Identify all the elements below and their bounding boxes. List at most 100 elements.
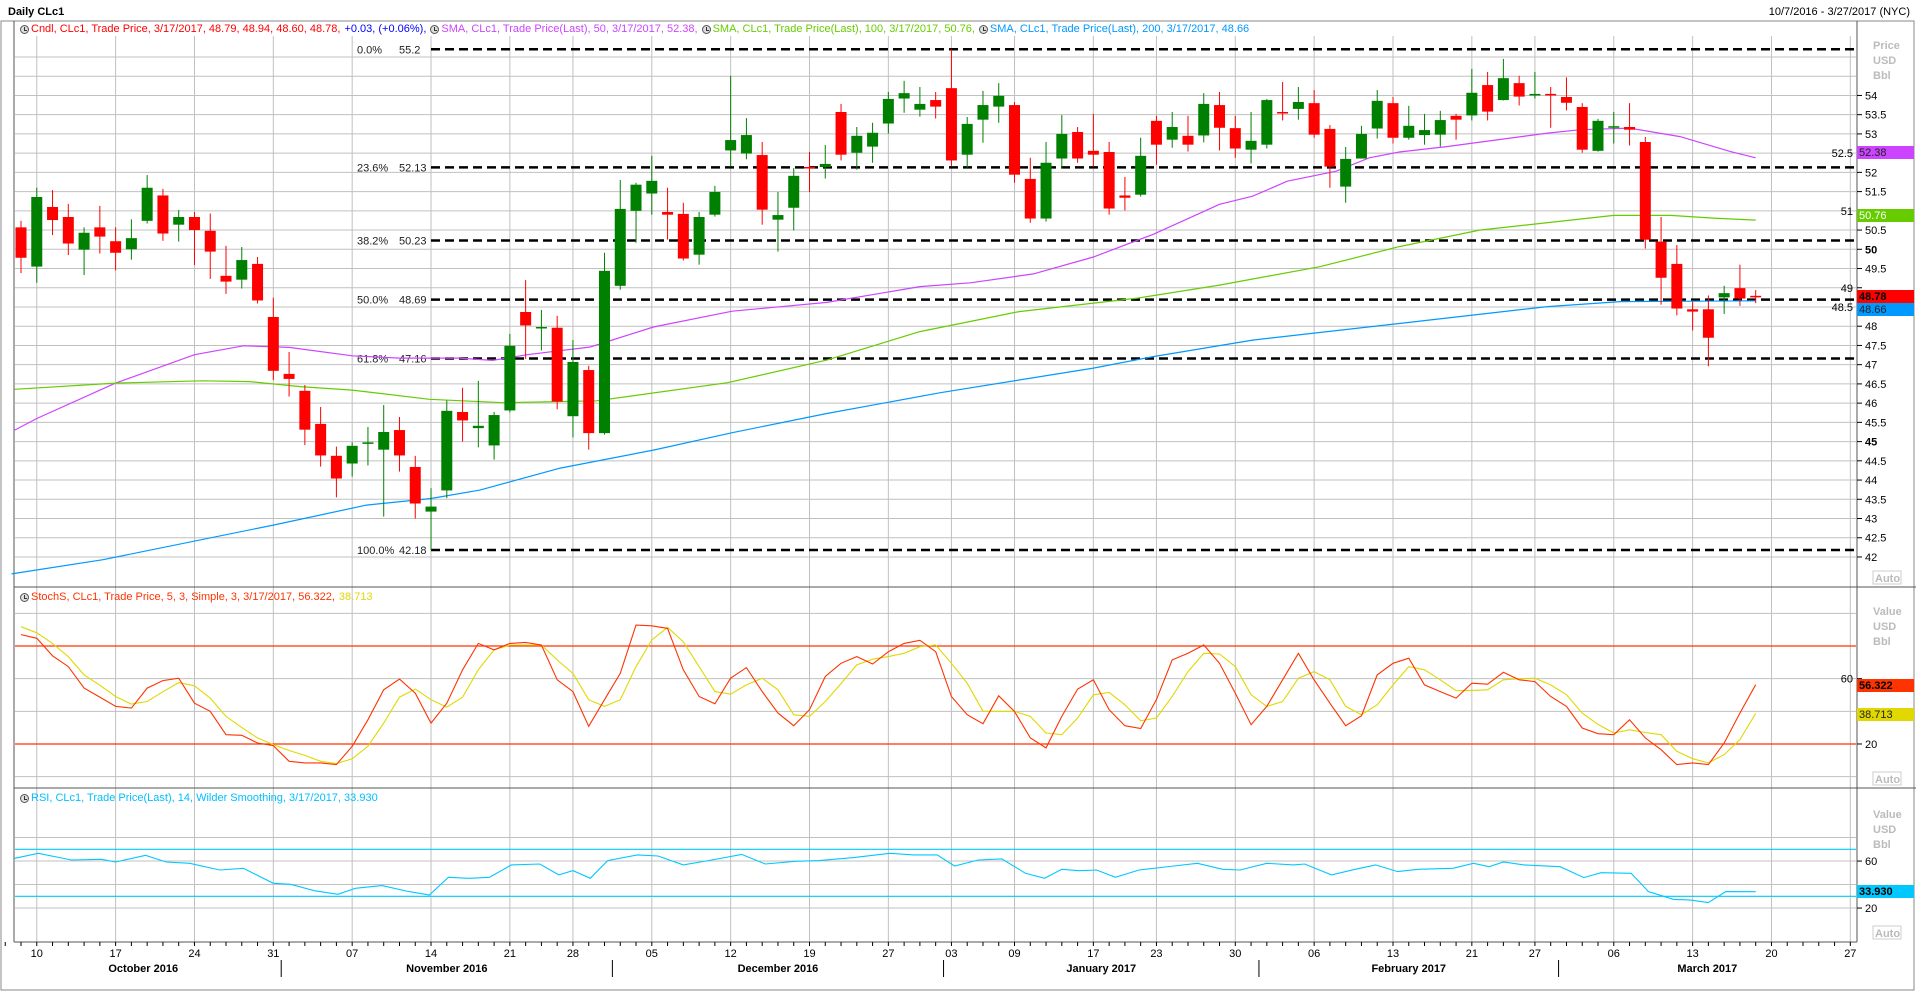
- candle: [1355, 125, 1367, 159]
- candle: [315, 406, 327, 467]
- candle: [504, 333, 516, 413]
- clock-icon[interactable]: [20, 593, 29, 602]
- clock-icon[interactable]: [430, 25, 440, 34]
- candle: [472, 380, 484, 448]
- candle-body: [504, 345, 516, 411]
- fib-percent-label: 61.8%: [357, 354, 388, 366]
- stoch-d-line: [20, 626, 1757, 765]
- rsi-axis-header: Value USD Bbl: [1873, 809, 1902, 851]
- auto-button-frame[interactable]: [1872, 925, 1902, 940]
- candle-body: [772, 215, 784, 220]
- candle-body: [520, 311, 532, 326]
- candle: [677, 202, 689, 261]
- auto-label[interactable]: Auto: [1875, 573, 1900, 585]
- fib-price-label: 52.13: [399, 162, 427, 174]
- candle: [961, 116, 973, 168]
- candle: [567, 340, 579, 438]
- price-tick-label: 43.5: [1865, 494, 1886, 506]
- candle: [1371, 90, 1383, 139]
- candle: [945, 49, 957, 166]
- candle-body: [188, 216, 200, 231]
- auto-button-frame[interactable]: [1872, 771, 1902, 786]
- candle: [1529, 71, 1541, 99]
- candle: [1340, 146, 1352, 203]
- candlesticks: [15, 49, 1762, 551]
- candle: [898, 80, 910, 113]
- candle-body: [788, 175, 800, 208]
- candle-body: [1324, 128, 1336, 167]
- stoch-legend-group: StochS, CLc1, Trade Price, 5, 3, Simple,…: [20, 591, 335, 604]
- x-tick-label: 19: [803, 948, 815, 960]
- candle-body: [1261, 100, 1273, 145]
- candle: [1308, 90, 1320, 138]
- candle-body: [1639, 141, 1651, 240]
- candle: [173, 210, 185, 242]
- rsi-auto-button[interactable]: Auto: [1872, 925, 1902, 940]
- candle: [141, 175, 153, 224]
- candle: [1150, 115, 1162, 165]
- candle: [236, 246, 248, 289]
- stoch-d-legend: 38.713: [338, 591, 373, 603]
- candle: [1119, 176, 1131, 211]
- candle-body: [1135, 155, 1147, 195]
- candle-body: [362, 442, 374, 444]
- axis-unit-currency: USD: [1873, 824, 1896, 836]
- axis-unit-value: Value: [1873, 606, 1902, 618]
- candle-body: [1482, 85, 1494, 112]
- candle-body: [1072, 131, 1084, 159]
- rsi-legend-row: RSI, CLc1, Trade Price(Last), 14, Wilder…: [20, 792, 378, 805]
- x-tick-label: 27: [882, 948, 894, 960]
- stoch-legend-row: StochS, CLc1, Trade Price, 5, 3, Simple,…: [20, 591, 373, 604]
- stoch-d-flag-bg: [1857, 708, 1914, 721]
- candle-body: [31, 196, 43, 267]
- candle: [1009, 101, 1021, 183]
- candle-body: [898, 93, 910, 99]
- candle-body: [662, 211, 674, 215]
- auto-label[interactable]: Auto: [1875, 928, 1900, 940]
- x-tick-label: 27: [1844, 948, 1856, 960]
- axis-unit-bbl: Bbl: [1873, 70, 1891, 82]
- stoch-axis-header: Value USD Bbl: [1873, 606, 1902, 648]
- auto-button-frame[interactable]: [1872, 570, 1902, 585]
- rsi-tick-label: 20: [1865, 903, 1877, 915]
- sma100-legend: SMA, CLc1, Trade Price(Last), 100, 3/17/…: [712, 23, 975, 35]
- clock-icon[interactable]: [20, 25, 29, 34]
- price-axis-header: Price USD Bbl: [1873, 40, 1900, 82]
- candle-body: [1040, 162, 1052, 219]
- candle-body: [1229, 128, 1241, 149]
- price-tick-label: 43: [1865, 514, 1877, 526]
- fib-price-label: 42.18: [399, 545, 427, 557]
- rsi-flag: 33.930: [1859, 886, 1893, 898]
- auto-label[interactable]: Auto: [1875, 774, 1900, 786]
- candle: [1466, 68, 1478, 121]
- clock-icon[interactable]: [20, 794, 29, 803]
- candle: [283, 351, 295, 397]
- candle-body: [1355, 133, 1367, 159]
- candle: [1718, 285, 1730, 314]
- candle-body: [851, 135, 863, 153]
- candle: [393, 416, 405, 472]
- stoch-tick-label: 60: [1841, 674, 1853, 686]
- candle-body: [1245, 140, 1257, 150]
- stoch-auto-button[interactable]: Auto: [1872, 771, 1902, 786]
- candle-body: [220, 275, 232, 282]
- clock-icon[interactable]: [701, 25, 711, 34]
- sma50-legend: SMA, CLc1, Trade Price(Last), 50, 3/17/2…: [441, 23, 698, 35]
- candle: [346, 442, 358, 477]
- candle-body: [283, 373, 295, 379]
- candle: [1087, 113, 1099, 167]
- price-auto-button[interactable]: Auto: [1872, 570, 1902, 585]
- x-tick-label: 23: [1150, 948, 1162, 960]
- fib-price-label: 55.2: [399, 44, 420, 56]
- candle: [1040, 141, 1052, 222]
- fib-price-label: 48.69: [399, 295, 427, 307]
- candle-body: [1419, 130, 1431, 136]
- candle: [110, 227, 122, 271]
- price-tick-label: 48.5: [1832, 302, 1853, 314]
- candle: [1655, 216, 1667, 305]
- clock-icon[interactable]: [978, 25, 988, 34]
- sma50-flag: 52.38: [1859, 147, 1887, 159]
- candle-body: [693, 216, 705, 255]
- candle-body: [110, 241, 122, 253]
- x-tick-label: 13: [1387, 948, 1399, 960]
